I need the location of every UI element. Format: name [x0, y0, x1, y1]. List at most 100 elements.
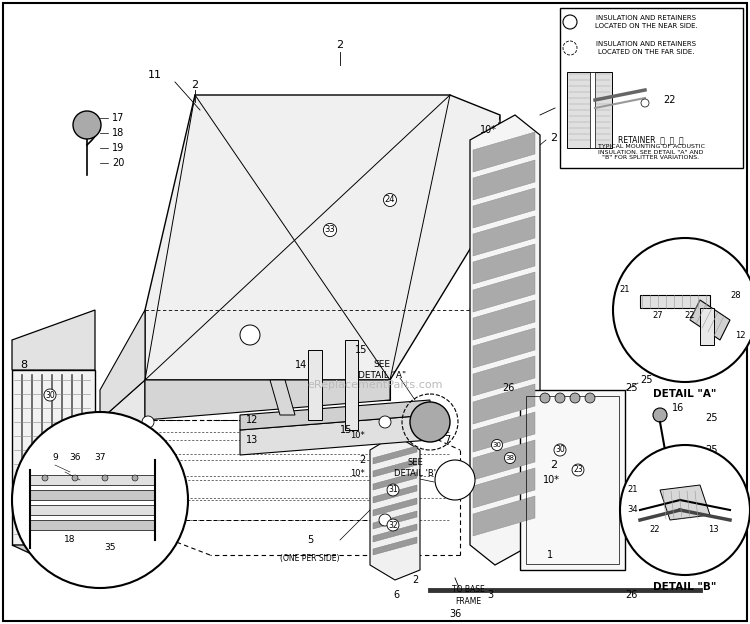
- Text: 22: 22: [663, 95, 676, 105]
- Polygon shape: [240, 415, 430, 455]
- Text: 6: 6: [394, 590, 400, 600]
- Text: 29: 29: [56, 436, 64, 444]
- Text: SEE
DETAIL 'B': SEE DETAIL 'B': [394, 458, 436, 478]
- Polygon shape: [30, 505, 155, 515]
- Circle shape: [563, 41, 577, 55]
- Text: 36: 36: [69, 454, 81, 462]
- Polygon shape: [373, 537, 417, 555]
- Polygon shape: [473, 216, 535, 256]
- Polygon shape: [473, 244, 535, 284]
- Circle shape: [72, 475, 78, 481]
- Text: RETAINER  ⓞ  ⓠ  ⓡ: RETAINER ⓞ ⓠ ⓡ: [618, 135, 684, 145]
- Text: 9: 9: [52, 454, 58, 462]
- Text: 37: 37: [94, 454, 106, 462]
- Text: 25: 25: [705, 413, 718, 423]
- Text: 30: 30: [45, 485, 55, 494]
- Polygon shape: [145, 380, 390, 400]
- Circle shape: [653, 408, 667, 422]
- Text: 17: 17: [112, 113, 125, 123]
- Polygon shape: [373, 446, 417, 464]
- Text: 22: 22: [650, 525, 660, 535]
- Text: 18: 18: [64, 535, 76, 545]
- Text: 25: 25: [705, 445, 718, 455]
- Circle shape: [555, 393, 565, 403]
- Text: 5: 5: [307, 535, 314, 545]
- Text: 26: 26: [625, 590, 638, 600]
- Text: 2: 2: [550, 460, 557, 470]
- Text: 10*: 10*: [543, 475, 560, 485]
- Text: 23: 23: [573, 466, 583, 474]
- Circle shape: [585, 393, 595, 403]
- Text: 26: 26: [503, 383, 515, 393]
- Text: 30: 30: [493, 442, 502, 448]
- Text: 22: 22: [685, 311, 695, 321]
- Polygon shape: [473, 328, 535, 368]
- Text: 11: 11: [148, 70, 162, 80]
- Polygon shape: [473, 160, 535, 200]
- Polygon shape: [373, 485, 417, 503]
- Polygon shape: [12, 310, 95, 370]
- Text: 18: 18: [112, 128, 125, 138]
- Polygon shape: [473, 272, 535, 312]
- Polygon shape: [473, 496, 535, 536]
- Text: 29: 29: [56, 525, 64, 535]
- Text: INSULATION AND RETAINERS
LOCATED ON THE FAR SIDE.: INSULATION AND RETAINERS LOCATED ON THE …: [596, 42, 696, 54]
- Text: 10*: 10*: [350, 431, 365, 439]
- Circle shape: [435, 460, 475, 500]
- Text: 36: 36: [448, 609, 461, 619]
- Text: 20: 20: [112, 158, 125, 168]
- Polygon shape: [308, 350, 322, 420]
- Polygon shape: [145, 380, 390, 420]
- Polygon shape: [370, 435, 420, 580]
- Circle shape: [410, 402, 450, 442]
- Polygon shape: [30, 490, 155, 500]
- Circle shape: [132, 475, 138, 481]
- Text: 13: 13: [708, 525, 718, 535]
- Polygon shape: [12, 545, 130, 565]
- Polygon shape: [700, 308, 714, 345]
- Polygon shape: [520, 390, 625, 570]
- Circle shape: [540, 393, 550, 403]
- Polygon shape: [373, 511, 417, 529]
- Circle shape: [142, 416, 154, 428]
- Text: DETAIL "B": DETAIL "B": [653, 582, 717, 592]
- Polygon shape: [373, 498, 417, 516]
- Circle shape: [613, 238, 750, 382]
- Text: 14: 14: [295, 360, 307, 370]
- Polygon shape: [590, 72, 595, 148]
- Text: 8: 8: [20, 360, 27, 370]
- Polygon shape: [473, 132, 535, 172]
- Text: 15: 15: [355, 345, 368, 355]
- Polygon shape: [345, 340, 358, 430]
- Text: 7: 7: [444, 435, 450, 445]
- Text: 19: 19: [112, 143, 125, 153]
- Circle shape: [12, 412, 188, 588]
- Polygon shape: [473, 440, 535, 480]
- Text: 2: 2: [412, 575, 419, 585]
- Polygon shape: [12, 370, 95, 545]
- Polygon shape: [30, 520, 155, 530]
- Text: 3: 3: [487, 590, 493, 600]
- Polygon shape: [473, 384, 535, 424]
- Polygon shape: [473, 300, 535, 340]
- Polygon shape: [373, 459, 417, 477]
- Circle shape: [240, 325, 260, 345]
- Text: 2: 2: [358, 455, 365, 465]
- Text: 39: 39: [720, 485, 732, 495]
- Text: 25: 25: [625, 383, 638, 393]
- Polygon shape: [100, 380, 145, 555]
- Polygon shape: [373, 472, 417, 490]
- Polygon shape: [690, 300, 730, 340]
- Text: 2: 2: [337, 40, 344, 50]
- Text: 15: 15: [340, 425, 352, 435]
- Text: 33: 33: [325, 225, 335, 235]
- Circle shape: [620, 445, 750, 575]
- Text: DETAIL "A": DETAIL "A": [653, 389, 717, 399]
- Polygon shape: [145, 95, 500, 380]
- Text: (ONE PER SIDE): (ONE PER SIDE): [280, 553, 340, 562]
- Text: 21: 21: [620, 286, 630, 295]
- Text: SEE
DETAIL "A": SEE DETAIL "A": [358, 360, 406, 379]
- Text: 1: 1: [547, 550, 553, 560]
- Polygon shape: [473, 188, 535, 228]
- Polygon shape: [473, 356, 535, 396]
